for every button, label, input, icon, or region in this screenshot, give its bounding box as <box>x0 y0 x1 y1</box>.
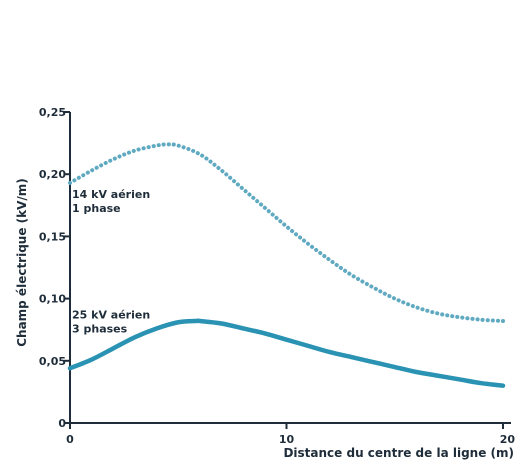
series-label-line: 25 kV aérien <box>72 309 150 322</box>
x-tick-label: 10 <box>279 433 295 446</box>
x-tick-label: 20 <box>500 433 516 446</box>
labels-layer: Champ électrique (kV/m) Distance du cent… <box>15 178 514 460</box>
y-axis-title: Champ électrique (kV/m) <box>15 178 29 347</box>
series-label-line: 14 kV aérien <box>72 188 150 201</box>
y-tick-label: 0 <box>58 417 66 430</box>
y-tick-label: 0,25 <box>39 106 66 119</box>
y-tick-label: 0,20 <box>39 168 66 181</box>
series-label-line: 3 phases <box>72 323 128 336</box>
ticks-layer: 0 0,05 0,10 0,15 0,20 0,25 0 10 20 <box>39 106 515 446</box>
y-tick-label: 0,05 <box>39 355 66 368</box>
x-axis-title: Distance du centre de la ligne (m) <box>283 446 514 460</box>
series-line-25kv-3-phases <box>67 318 506 388</box>
series-layer <box>67 142 506 388</box>
series-line-14kv-1-phase <box>68 142 505 323</box>
series-label-line: 1 phase <box>72 202 121 215</box>
y-tick-label: 0,10 <box>39 293 66 306</box>
x-tick-label: 0 <box>66 433 74 446</box>
axes-layer <box>69 112 511 424</box>
y-tick-label: 0,15 <box>39 230 66 243</box>
